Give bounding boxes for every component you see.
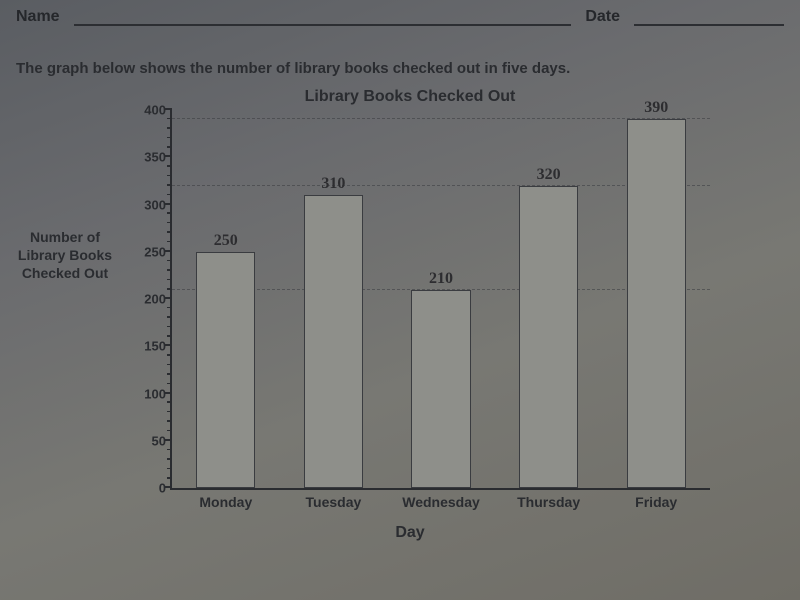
y-minor-tick: [167, 383, 172, 385]
y-tick-mark: [164, 155, 172, 157]
worksheet-page: Name Date The graph below shows the numb…: [0, 0, 800, 600]
y-minor-tick: [167, 420, 172, 422]
y-tick-label: 200: [126, 292, 166, 307]
bar-annotation: 250: [214, 232, 238, 250]
y-minor-tick: [167, 430, 172, 432]
y-minor-tick: [167, 231, 172, 233]
x-category-label: Wednesday: [402, 494, 480, 510]
y-tick-label: 100: [126, 386, 166, 401]
date-blank[interactable]: [634, 10, 784, 26]
x-category-label: Thursday: [517, 494, 580, 510]
y-minor-tick: [167, 146, 172, 148]
name-label: Name: [16, 8, 60, 26]
y-tick-label: 300: [126, 197, 166, 212]
x-axis-title: Day: [80, 524, 740, 542]
y-minor-tick: [167, 241, 172, 243]
y-minor-tick: [167, 411, 172, 413]
y-minor-tick: [167, 165, 172, 167]
header-row: Name Date: [16, 8, 784, 26]
y-tick-label: 250: [126, 244, 166, 259]
y-tick-mark: [164, 250, 172, 252]
y-tick-mark: [164, 108, 172, 110]
y-tick-label: 150: [126, 339, 166, 354]
y-tick-mark: [164, 486, 172, 488]
y-minor-tick: [167, 468, 172, 470]
y-tick-mark: [164, 297, 172, 299]
y-tick-mark: [164, 344, 172, 346]
bar-annotation: 320: [537, 166, 561, 184]
y-minor-tick: [167, 212, 172, 214]
bar-annotation: 390: [644, 99, 668, 117]
y-tick-mark: [164, 392, 172, 394]
y-tick-label: 350: [126, 150, 166, 165]
y-minor-tick: [167, 222, 172, 224]
chart-container: Library Books Checked Out Number of Libr…: [80, 88, 740, 548]
y-tick-label: 50: [126, 433, 166, 448]
bar: [519, 186, 578, 488]
bar: [196, 252, 255, 488]
y-minor-tick: [167, 137, 172, 139]
bar-annotation: 210: [429, 270, 453, 288]
y-minor-tick: [167, 354, 172, 356]
y-minor-tick: [167, 194, 172, 196]
bar-annotation: 310: [321, 175, 345, 193]
instruction-text: The graph below shows the number of libr…: [16, 60, 784, 77]
y-minor-tick: [167, 316, 172, 318]
y-minor-tick: [167, 175, 172, 177]
y-tick-mark: [164, 203, 172, 205]
y-axis-title: Number of Library Books Checked Out: [10, 228, 120, 283]
x-category-label: Tuesday: [306, 494, 362, 510]
y-minor-tick: [167, 373, 172, 375]
y-minor-tick: [167, 307, 172, 309]
y-minor-tick: [167, 127, 172, 129]
y-minor-tick: [167, 477, 172, 479]
y-minor-tick: [167, 335, 172, 337]
y-tick-label: 400: [126, 103, 166, 118]
y-minor-tick: [167, 279, 172, 281]
y-tick-mark: [164, 439, 172, 441]
x-category-label: Monday: [199, 494, 252, 510]
date-label: Date: [585, 8, 620, 26]
y-minor-tick: [167, 260, 172, 262]
y-minor-tick: [167, 326, 172, 328]
chart-title: Library Books Checked Out: [80, 88, 740, 106]
name-blank[interactable]: [74, 10, 572, 26]
bar: [304, 195, 363, 488]
y-minor-tick: [167, 364, 172, 366]
y-minor-tick: [167, 401, 172, 403]
y-minor-tick: [167, 269, 172, 271]
x-category-label: Friday: [635, 494, 677, 510]
y-tick-label: 0: [126, 481, 166, 496]
bar: [627, 119, 686, 488]
y-minor-tick: [167, 458, 172, 460]
plot-area: 050100150200250300350400250Monday310Tues…: [170, 110, 710, 490]
y-minor-tick: [167, 449, 172, 451]
bar: [411, 290, 470, 488]
